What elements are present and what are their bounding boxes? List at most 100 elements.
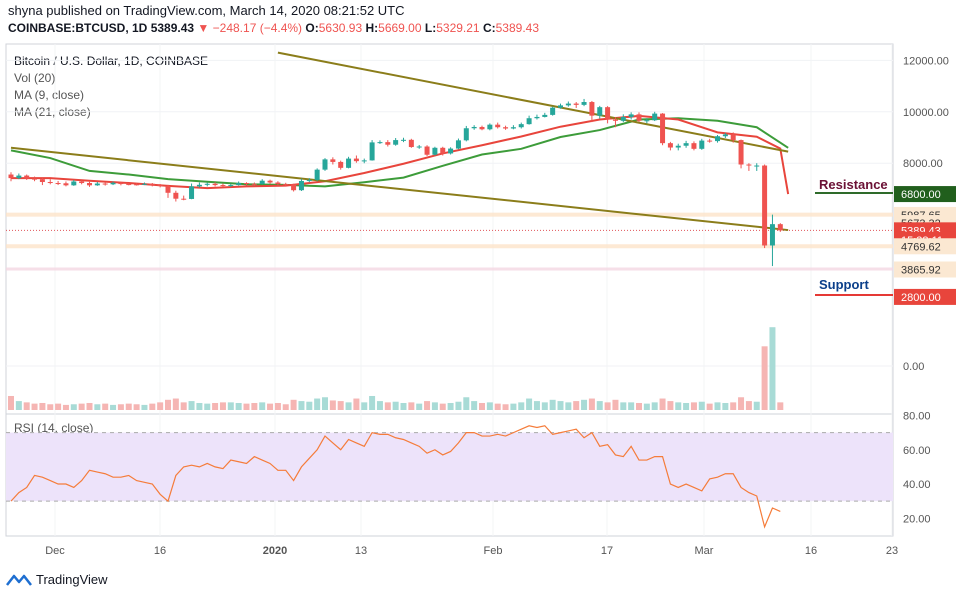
price-tag-label: 6800.00 — [901, 189, 941, 201]
candle-body — [385, 142, 391, 145]
support-label: Support — [819, 277, 869, 292]
candle-body — [589, 102, 595, 116]
last-price: 5389.43 — [150, 21, 195, 35]
candle-body — [769, 224, 775, 246]
price-chart[interactable]: 12000.0010000.008000.000.006800.005987.6… — [0, 0, 967, 572]
candle-body — [510, 127, 516, 129]
time-axis-tick: 13 — [355, 545, 367, 557]
candle-body — [71, 181, 77, 186]
candle-body — [361, 160, 367, 162]
candle-body — [291, 184, 297, 191]
candle-body — [652, 113, 658, 121]
candle-body — [503, 127, 509, 129]
price-tag-label: 2800.00 — [901, 292, 941, 304]
volume-bar — [416, 403, 423, 410]
volume-bar — [494, 403, 501, 410]
volume-bar — [219, 402, 226, 410]
tradingview-logo-icon — [6, 574, 32, 586]
volume-bar — [110, 404, 117, 410]
volume-bar — [722, 402, 729, 410]
high-label: H: — [365, 21, 379, 35]
price-axis-tick: 10000.00 — [903, 107, 949, 119]
rsi-axis-tick: 60.00 — [903, 445, 931, 457]
candle-body — [346, 158, 352, 168]
channel-upper-line — [277, 51, 789, 153]
time-axis-tick: 2020 — [263, 545, 287, 557]
volume-bar — [761, 346, 768, 410]
candle-body — [369, 142, 375, 161]
channel-lower-line — [10, 146, 789, 232]
candle-body — [212, 183, 218, 186]
volume-bar — [745, 401, 752, 410]
volume-bar — [62, 404, 69, 410]
candle-body — [32, 178, 38, 180]
open-label: O: — [305, 21, 319, 35]
volume-bar — [376, 401, 383, 410]
volume-bar — [738, 397, 745, 410]
volume-bar — [384, 402, 391, 410]
price-tag-label: 3865.92 — [901, 265, 941, 277]
price-tag-box — [894, 238, 956, 255]
candle-body — [47, 181, 53, 184]
volume-bar — [157, 402, 164, 410]
volume-bar — [361, 402, 368, 410]
candle-body — [259, 180, 265, 185]
candle-body — [526, 118, 532, 125]
candle-body — [16, 175, 22, 179]
resistance-label: Resistance — [819, 177, 888, 192]
volume-bar — [424, 401, 431, 410]
volume-bar — [47, 404, 54, 410]
price-tag-box — [894, 261, 956, 278]
candle-body — [63, 183, 69, 186]
candle-body — [699, 140, 705, 149]
volume-bar — [227, 402, 234, 410]
volume-bar — [329, 400, 336, 410]
candle-body — [738, 140, 744, 165]
low-value: 5329.21 — [436, 21, 480, 35]
volume-bar — [753, 401, 760, 410]
level-band — [6, 244, 893, 249]
volume-bar — [314, 398, 321, 410]
rsi-axis-tick: 80.00 — [903, 411, 931, 423]
candle-body — [534, 116, 540, 119]
candle-body — [691, 143, 697, 149]
candle-body — [353, 158, 359, 162]
ma9-line — [11, 114, 790, 195]
footer-brand: TradingView — [36, 572, 108, 587]
volume-bar — [581, 399, 588, 410]
volume-bar — [78, 403, 85, 410]
volume-bar — [322, 397, 328, 410]
volume-bar — [55, 403, 62, 410]
candle-body — [173, 192, 179, 199]
candle-body — [79, 181, 85, 184]
candle-body — [628, 114, 634, 117]
volume-bar — [730, 402, 737, 410]
volume-bar — [510, 403, 517, 410]
volume-bar — [447, 402, 454, 410]
candle-body — [707, 140, 713, 142]
volume-bar — [15, 401, 22, 410]
volume-bar — [565, 402, 572, 410]
price-tag-box — [894, 288, 956, 305]
volume-bar — [141, 404, 148, 410]
candle-body — [463, 128, 469, 141]
candle-body — [455, 140, 461, 149]
volume-bar — [502, 404, 509, 410]
candle-body — [683, 143, 689, 146]
change-arrow-icon: ▼ — [197, 21, 210, 35]
candle-body — [110, 182, 116, 185]
candle-body — [244, 183, 249, 185]
candle-body — [487, 124, 493, 130]
volume-bar — [172, 398, 179, 410]
volume-bar — [392, 401, 399, 410]
volume-bar — [196, 402, 203, 410]
candle-body — [306, 179, 312, 181]
time-axis-tick: 23 — [886, 545, 898, 557]
volume-bar — [212, 402, 219, 410]
volume-bar — [204, 403, 211, 410]
candle-body — [181, 198, 187, 200]
time-axis-tick: 17 — [601, 545, 613, 557]
ma9-legend: MA (9, close) — [14, 88, 85, 102]
candle-body — [581, 102, 587, 105]
volume-bar — [243, 403, 250, 410]
